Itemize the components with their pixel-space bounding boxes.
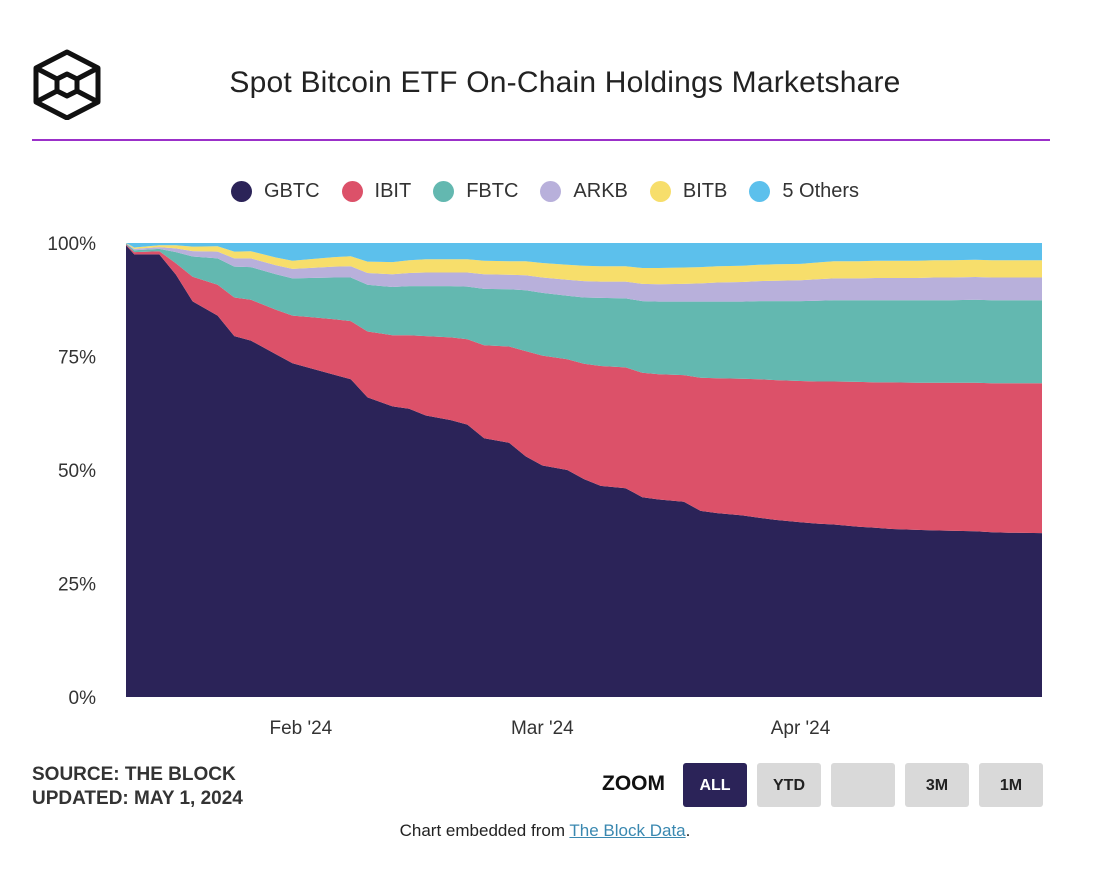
legend-label: 5 Others (782, 180, 860, 202)
legend-swatch (433, 181, 455, 202)
embed-credit: Chart embedded from The Block Data. (0, 821, 1090, 841)
legend-item-arkb[interactable]: ARKB (540, 180, 628, 203)
area-series-bitb[interactable] (126, 243, 1042, 285)
legend-item-bitb[interactable]: BITB (649, 180, 728, 203)
x-tick-label: Feb '24 (269, 718, 332, 739)
y-tick-label: 50% (58, 461, 96, 482)
area-series-arkb[interactable] (126, 243, 1042, 302)
source-line: SOURCE: THE BLOCK (32, 764, 236, 785)
the-block-data-link[interactable]: The Block Data (569, 821, 686, 840)
legend-label: IBIT (374, 180, 412, 202)
x-tick-label: Mar '24 (511, 718, 574, 739)
page-title: Spot Bitcoin ETF On-Chain Holdings Marke… (229, 66, 901, 99)
the-block-logo (33, 49, 101, 120)
embed-suffix: . (685, 821, 691, 840)
legend-swatch (540, 181, 562, 202)
embed-prefix: Chart embedded from (399, 821, 570, 840)
x-tick-label: Apr '24 (771, 718, 831, 739)
legend-label: GBTC (263, 180, 320, 202)
legend-swatch (749, 181, 771, 202)
zoom-label: ZOOM (602, 772, 665, 795)
zoom-1m-button[interactable]: 1M (979, 763, 1043, 807)
zoom-blank-button[interactable] (831, 763, 895, 807)
y-tick-label: 100% (47, 234, 96, 255)
y-tick-label: 75% (58, 348, 96, 369)
source-info: SOURCE: THE BLOCK UPDATED: MAY 1, 2024 (32, 763, 243, 811)
legend-item-fbtc[interactable]: FBTC (433, 180, 518, 203)
legend-label: ARKB (573, 180, 628, 202)
chart-svg: 0% 25% 50% 75% 100% Feb '24 Mar '24 Apr '24 (47, 234, 1042, 739)
legend-label: FBTC (466, 180, 519, 202)
chart-legend: GBTC IBIT FBTC ARKB BITB 5 Others (0, 180, 1090, 203)
y-tick-label: 25% (58, 575, 96, 596)
zoom-3m-button[interactable]: 3M (905, 763, 969, 807)
title-divider (32, 139, 1050, 141)
area-series-ibit[interactable] (126, 244, 1042, 534)
legend-swatch (649, 181, 671, 202)
area-series-fbtc[interactable] (126, 243, 1042, 384)
legend-item-5-others[interactable]: 5 Others (749, 180, 859, 203)
area-series-5-others[interactable] (126, 243, 1042, 268)
legend-label: BITB (682, 180, 728, 202)
legend-swatch (230, 181, 252, 202)
legend-swatch (341, 181, 363, 202)
zoom-all-button[interactable]: ALL (683, 763, 747, 807)
zoom-ytd-button[interactable]: YTD (757, 763, 821, 807)
legend-item-gbtc[interactable]: GBTC (230, 180, 320, 203)
y-tick-label: 0% (69, 688, 97, 709)
area-series-gbtc[interactable] (126, 245, 1042, 698)
legend-item-ibit[interactable]: IBIT (341, 180, 412, 203)
updated-line: UPDATED: MAY 1, 2024 (32, 788, 243, 809)
